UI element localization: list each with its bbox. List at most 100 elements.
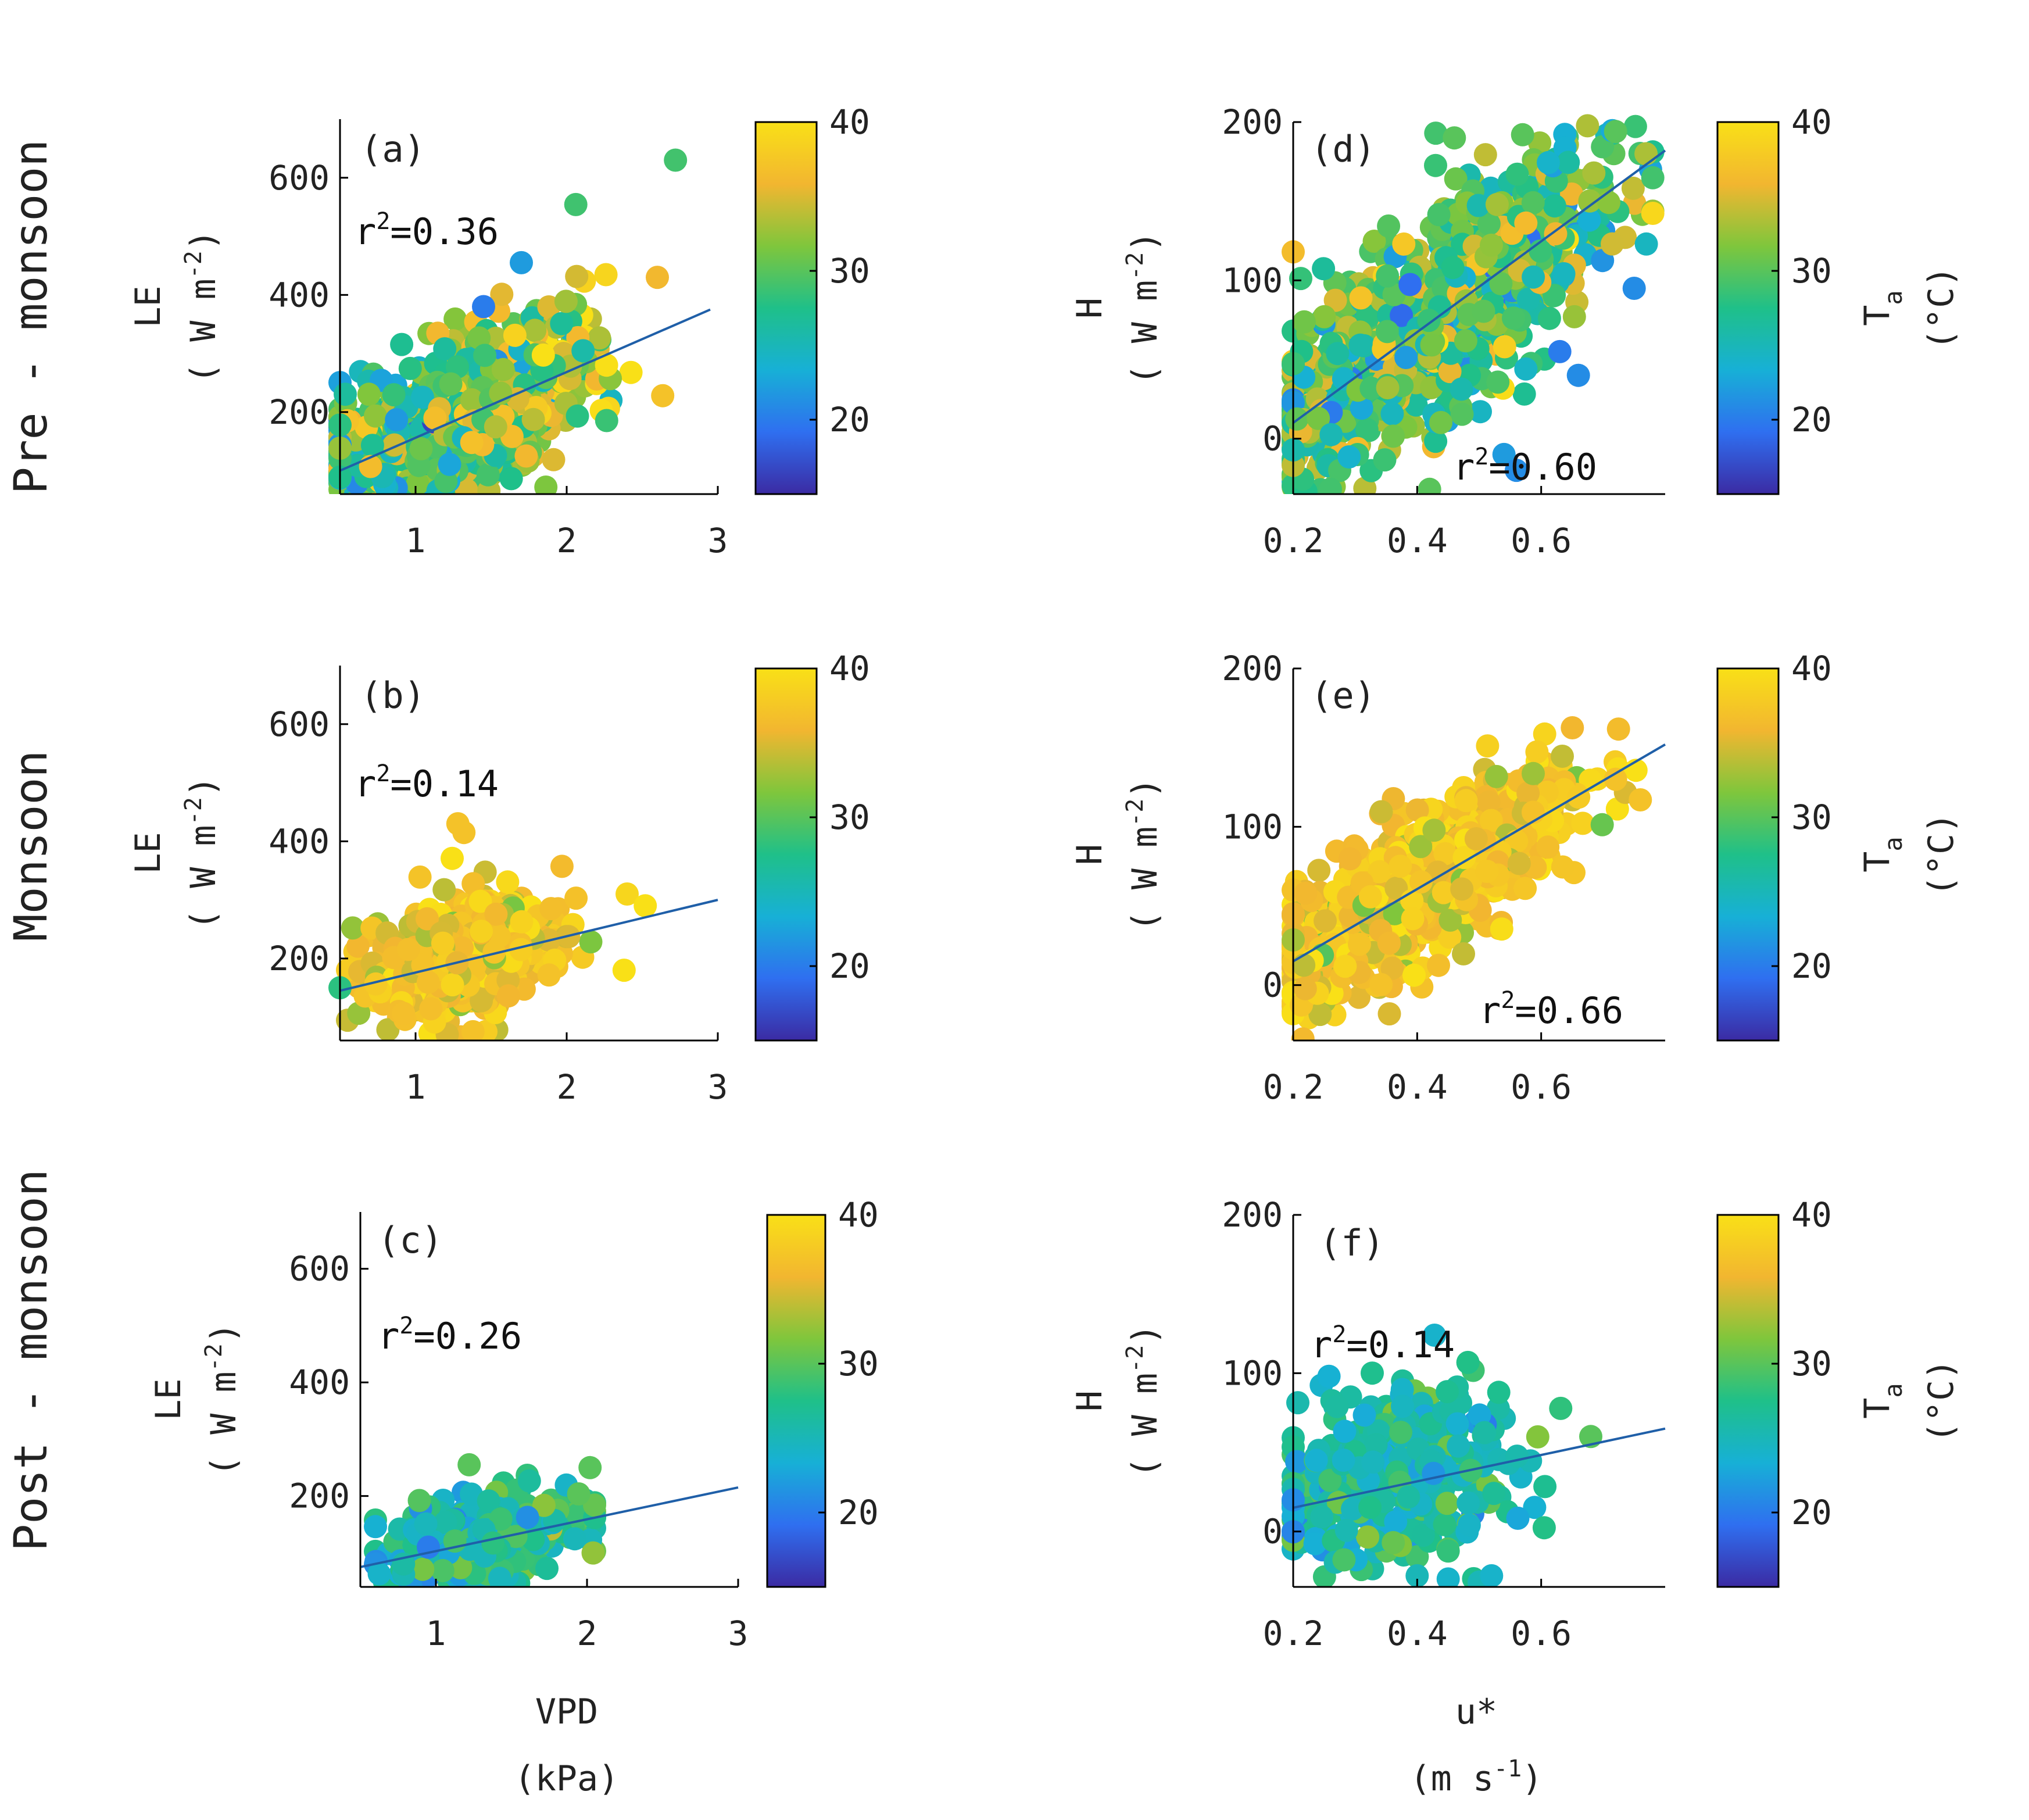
y-tick-label: 600 xyxy=(269,158,330,198)
data-point xyxy=(595,353,618,377)
data-point xyxy=(1384,877,1408,900)
data-point xyxy=(1292,310,1316,334)
data-point xyxy=(473,344,497,367)
panel-e: 0.2 0.4 0.6 0 100 200 (e) r2=0.66 H ( W m-2) 20 30 4… xyxy=(1069,649,1962,1107)
data-point xyxy=(1454,789,1478,813)
data-point xyxy=(1505,1444,1529,1468)
colorbar: 20 30 40 Ta (°C) xyxy=(1716,102,1962,495)
data-point xyxy=(1505,162,1529,186)
data-point xyxy=(443,307,467,331)
x-tick-label: 0.4 xyxy=(1387,1614,1448,1653)
data-point xyxy=(567,1482,591,1506)
y-unit-open: ( W m xyxy=(1125,827,1165,932)
data-point xyxy=(481,1531,505,1555)
data-point xyxy=(1314,909,1337,933)
data-point xyxy=(1411,1524,1435,1547)
colorbar-gradient xyxy=(756,122,817,494)
data-point xyxy=(1533,1475,1557,1499)
data-point xyxy=(1369,972,1393,996)
r2-annotation: r2=0.66 xyxy=(1479,987,1623,1032)
data-point xyxy=(1384,1510,1408,1533)
data-point xyxy=(1450,877,1474,901)
r2-exp: 2 xyxy=(376,760,390,787)
data-point xyxy=(1576,114,1599,138)
r2-annotation: r2=0.36 xyxy=(355,208,499,253)
data-point xyxy=(564,886,588,910)
data-point xyxy=(1457,1491,1480,1515)
data-point xyxy=(612,959,636,982)
r2-value: =0.14 xyxy=(1346,1324,1455,1366)
data-point xyxy=(1375,320,1399,344)
data-point xyxy=(334,382,357,406)
data-point xyxy=(460,431,484,455)
data-point xyxy=(534,475,558,494)
data-point xyxy=(360,434,384,457)
data-point xyxy=(1368,860,1391,884)
x-tick-label: 2 xyxy=(557,1067,577,1107)
r2-base: r xyxy=(378,1315,399,1357)
data-point xyxy=(664,148,688,172)
data-point xyxy=(1561,716,1584,739)
data-point xyxy=(1469,400,1492,424)
colorbar: 20 30 40 Ta (°C) xyxy=(1716,1195,1962,1588)
data-point xyxy=(1578,189,1602,213)
data-point xyxy=(588,326,611,350)
data-point xyxy=(431,1559,455,1582)
data-point xyxy=(1521,191,1545,214)
r2-base: r xyxy=(355,210,376,253)
data-point xyxy=(1307,859,1331,882)
x-tick-label: 0.6 xyxy=(1511,1614,1572,1653)
colorbar-frame xyxy=(1716,121,1780,495)
y-tick-label: 200 xyxy=(1222,102,1283,142)
colorbar-title-main: T xyxy=(1857,852,1898,873)
colorbar-gradient xyxy=(1717,668,1778,1040)
data-point xyxy=(1523,1496,1547,1519)
data-point xyxy=(566,404,589,428)
data-point xyxy=(1312,257,1336,281)
data-point xyxy=(651,384,675,407)
colorbar-title-sub: a xyxy=(1879,290,1908,305)
data-point xyxy=(1332,1548,1356,1572)
data-point xyxy=(1445,1412,1469,1436)
scatter-points-c xyxy=(364,1453,606,1587)
y-tick-label: 100 xyxy=(1222,807,1283,846)
colorbar-tick-label: 40 xyxy=(1791,102,1832,142)
data-point xyxy=(1532,1516,1556,1540)
data-point xyxy=(1454,329,1477,353)
data-point xyxy=(1566,363,1590,387)
data-point xyxy=(1502,306,1525,330)
row-title-monsoon: Monsoon xyxy=(5,750,58,942)
data-point xyxy=(496,984,520,1008)
colorbar-title: Ta xyxy=(1857,290,1908,326)
data-point xyxy=(1323,288,1347,312)
data-point xyxy=(439,372,463,396)
y-unit-open: ( W m xyxy=(1125,1373,1165,1478)
data-point xyxy=(489,1507,513,1531)
data-point xyxy=(1514,211,1538,235)
data-point xyxy=(1361,1361,1384,1385)
data-point xyxy=(1525,740,1549,764)
data-point xyxy=(1355,417,1379,441)
data-point xyxy=(1536,835,1560,859)
data-point xyxy=(1438,908,1462,932)
data-point xyxy=(1571,811,1595,835)
data-point xyxy=(539,897,563,921)
data-point xyxy=(1641,166,1665,189)
r2-annotation: r2=0.14 xyxy=(1311,1321,1455,1366)
data-point xyxy=(595,409,618,432)
data-point xyxy=(1480,1564,1504,1587)
data-point xyxy=(1621,176,1645,200)
data-point xyxy=(1291,1027,1315,1040)
data-point xyxy=(1389,854,1412,878)
colorbar-tick-label: 20 xyxy=(1791,946,1832,986)
data-point xyxy=(579,930,603,954)
data-point xyxy=(432,878,456,902)
scatter-points-d xyxy=(1282,114,1665,494)
x-tick-label: 3 xyxy=(708,521,728,560)
regression-line xyxy=(1293,1427,1666,1509)
colorbar-tick-label: 20 xyxy=(829,400,870,439)
data-point xyxy=(1441,256,1465,280)
x-tick-label: 0.2 xyxy=(1263,1614,1324,1653)
data-point xyxy=(510,910,534,934)
